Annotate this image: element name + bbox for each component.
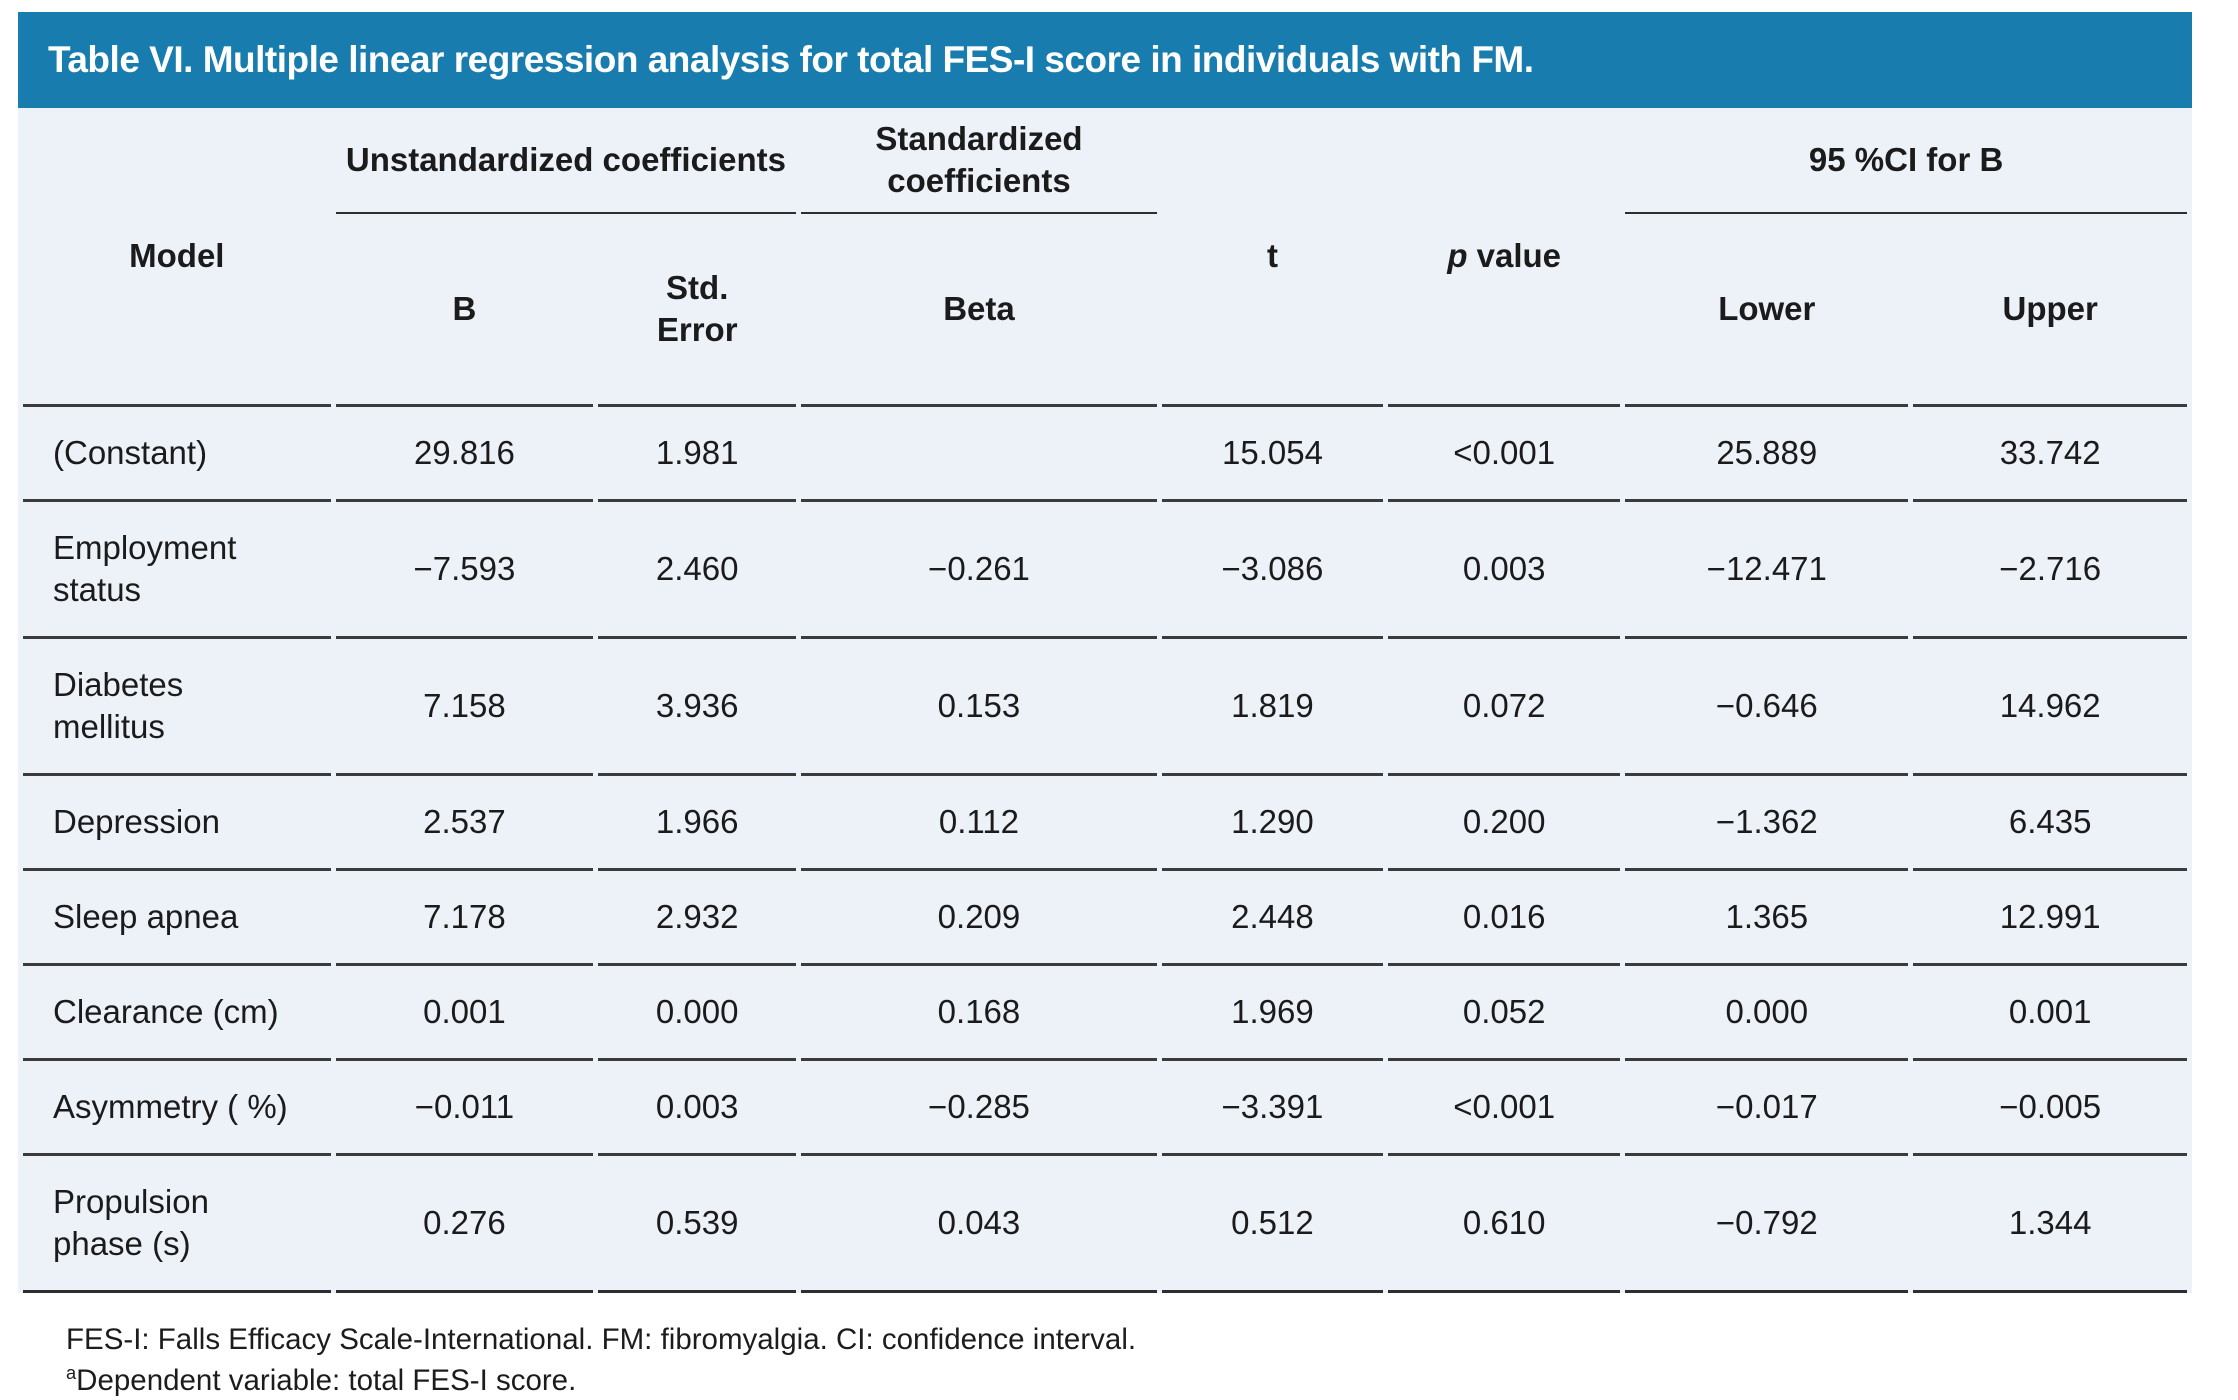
cell-upper: 0.001 bbox=[1913, 963, 2187, 1058]
cell-b: −7.593 bbox=[335, 499, 594, 636]
cell-beta: 0.209 bbox=[801, 868, 1157, 963]
table-row: Propulsion phase (s) 0.276 0.539 0.043 0… bbox=[23, 1153, 2187, 1293]
column-header-t: t bbox=[1266, 237, 1278, 274]
cell-b: 29.816 bbox=[335, 404, 594, 499]
cell-p-value: 0.016 bbox=[1388, 868, 1621, 963]
cell-upper: 6.435 bbox=[1913, 773, 2187, 868]
regression-table: Model Unstandardized coefficients Standa… bbox=[18, 108, 2192, 1293]
cell-lower: 0.000 bbox=[1625, 963, 1909, 1058]
table-title-bar: Table VI. Multiple linear regression ana… bbox=[18, 12, 2192, 108]
cell-model: (Constant) bbox=[23, 404, 331, 499]
footnote-dependent-variable: aDependent variable: total FES-I score. bbox=[66, 1360, 2192, 1400]
header-sub-row: B Std. Error Beta Lower Upper bbox=[23, 214, 2187, 404]
cell-t: 1.819 bbox=[1161, 636, 1384, 773]
cell-p-value: 0.200 bbox=[1388, 773, 1621, 868]
cell-b: −0.011 bbox=[335, 1058, 594, 1153]
cell-model: Diabetes mellitus bbox=[23, 636, 331, 773]
column-group-unstandardized: Unstandardized coefficients bbox=[335, 108, 797, 214]
table-footnotes: FES-I: Falls Efficacy Scale-Internationa… bbox=[66, 1319, 2192, 1400]
cell-std-error: 0.003 bbox=[598, 1058, 797, 1153]
column-header-model: Model bbox=[129, 237, 225, 274]
cell-beta: 0.153 bbox=[801, 636, 1157, 773]
table-row: Employment status −7.593 2.460 −0.261 −3… bbox=[23, 499, 2187, 636]
cell-beta: −0.261 bbox=[801, 499, 1157, 636]
cell-upper: 12.991 bbox=[1913, 868, 2187, 963]
cell-beta bbox=[801, 404, 1157, 499]
cell-t: 1.969 bbox=[1161, 963, 1384, 1058]
cell-model: Depression bbox=[23, 773, 331, 868]
cell-p-value: <0.001 bbox=[1388, 1058, 1621, 1153]
cell-p-value: 0.003 bbox=[1388, 499, 1621, 636]
cell-model: Asymmetry ( %) bbox=[23, 1058, 331, 1153]
cell-upper: −2.716 bbox=[1913, 499, 2187, 636]
cell-std-error: 3.936 bbox=[598, 636, 797, 773]
table-row: (Constant) 29.816 1.981 15.054 <0.001 25… bbox=[23, 404, 2187, 499]
column-header-beta: Beta bbox=[943, 290, 1015, 327]
cell-beta: 0.043 bbox=[801, 1153, 1157, 1293]
cell-model: Employment status bbox=[23, 499, 331, 636]
column-header-p-value: p value bbox=[1388, 108, 1620, 404]
table-row: Clearance (cm) 0.001 0.000 0.168 1.969 0… bbox=[23, 963, 2187, 1058]
cell-b: 0.001 bbox=[335, 963, 594, 1058]
footnote-marker: a bbox=[66, 1362, 77, 1384]
table-row: Diabetes mellitus 7.158 3.936 0.153 1.81… bbox=[23, 636, 2187, 773]
cell-beta: 0.168 bbox=[801, 963, 1157, 1058]
cell-b: 2.537 bbox=[335, 773, 594, 868]
cell-std-error: 0.539 bbox=[598, 1153, 797, 1293]
table-header: Model Unstandardized coefficients Standa… bbox=[23, 108, 2187, 404]
cell-model: Sleep apnea bbox=[23, 868, 331, 963]
table-body: (Constant) 29.816 1.981 15.054 <0.001 25… bbox=[23, 404, 2187, 1293]
cell-std-error: 2.932 bbox=[598, 868, 797, 963]
cell-lower: −12.471 bbox=[1625, 499, 1909, 636]
cell-p-value: 0.072 bbox=[1388, 636, 1621, 773]
cell-p-value: 0.610 bbox=[1388, 1153, 1621, 1293]
cell-lower: −0.646 bbox=[1625, 636, 1909, 773]
cell-t: 15.054 bbox=[1161, 404, 1384, 499]
cell-b: 7.178 bbox=[335, 868, 594, 963]
p-value-label-rest: value bbox=[1467, 237, 1562, 274]
cell-lower: 25.889 bbox=[1625, 404, 1909, 499]
cell-model: Propulsion phase (s) bbox=[23, 1153, 331, 1293]
table-row: Asymmetry ( %) −0.011 0.003 −0.285 −3.39… bbox=[23, 1058, 2187, 1153]
cell-b: 7.158 bbox=[335, 636, 594, 773]
cell-std-error: 0.000 bbox=[598, 963, 797, 1058]
cell-lower: 1.365 bbox=[1625, 868, 1909, 963]
cell-std-error: 1.966 bbox=[598, 773, 797, 868]
table-title: Table VI. Multiple linear regression ana… bbox=[48, 39, 1534, 80]
cell-model: Clearance (cm) bbox=[23, 963, 331, 1058]
cell-t: −3.086 bbox=[1161, 499, 1384, 636]
column-header-lower: Lower bbox=[1718, 290, 1816, 327]
table-row: Depression 2.537 1.966 0.112 1.290 0.200… bbox=[23, 773, 2187, 868]
cell-t: 1.290 bbox=[1161, 773, 1384, 868]
footnote-abbreviations: FES-I: Falls Efficacy Scale-Internationa… bbox=[66, 1323, 1137, 1356]
column-header-b: B bbox=[452, 290, 477, 327]
cell-lower: −1.362 bbox=[1625, 773, 1909, 868]
cell-upper: 1.344 bbox=[1913, 1153, 2187, 1293]
column-group-ci: 95 %CI for B bbox=[1625, 108, 2187, 214]
cell-upper: 33.742 bbox=[1913, 404, 2187, 499]
cell-t: −3.391 bbox=[1161, 1058, 1384, 1153]
column-header-std-error: Std. Error bbox=[656, 269, 738, 348]
cell-std-error: 2.460 bbox=[598, 499, 797, 636]
column-header-upper: Upper bbox=[2002, 290, 2098, 327]
footnote-dependent-variable-text: Dependent variable: total FES-I score. bbox=[76, 1364, 577, 1397]
regression-table-card: Table VI. Multiple linear regression ana… bbox=[18, 12, 2192, 1400]
header-group-row: Model Unstandardized coefficients Standa… bbox=[23, 108, 2187, 274]
cell-t: 0.512 bbox=[1161, 1153, 1384, 1293]
cell-b: 0.276 bbox=[335, 1153, 594, 1293]
p-value-label-italic: p bbox=[1447, 237, 1468, 274]
table-row: Sleep apnea 7.178 2.932 0.209 2.448 0.01… bbox=[23, 868, 2187, 963]
cell-upper: 14.962 bbox=[1913, 636, 2187, 773]
cell-std-error: 1.981 bbox=[598, 404, 797, 499]
cell-lower: −0.017 bbox=[1625, 1058, 1909, 1153]
cell-lower: −0.792 bbox=[1625, 1153, 1909, 1293]
cell-beta: 0.112 bbox=[801, 773, 1157, 868]
cell-beta: −0.285 bbox=[801, 1058, 1157, 1153]
cell-t: 2.448 bbox=[1161, 868, 1384, 963]
column-group-standardized: Standardized coefficients bbox=[801, 108, 1157, 214]
cell-upper: −0.005 bbox=[1913, 1058, 2187, 1153]
cell-p-value: 0.052 bbox=[1388, 963, 1621, 1058]
cell-p-value: <0.001 bbox=[1388, 404, 1621, 499]
